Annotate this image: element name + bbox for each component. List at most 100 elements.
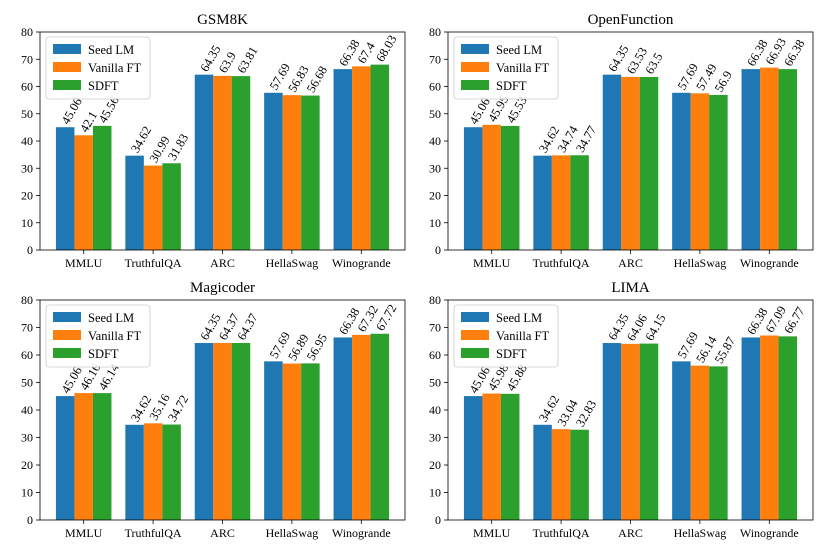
bar-value-label: 31.83 [165,131,191,162]
y-tick-label: 50 [429,107,441,121]
bar-sdft [231,342,251,520]
bar-value-label: 64.37 [234,311,260,342]
bar-sdft [709,366,728,520]
bar-sdft [570,155,589,250]
y-tick-label: 70 [21,321,33,335]
y-tick-label: 10 [21,216,33,230]
bar-sdft [500,393,520,520]
legend-label: SDFT [88,347,119,361]
legend-swatch [53,62,81,72]
bar-sdft [92,393,112,520]
y-tick-label: 50 [429,376,441,390]
chart-panel-2: OpenFunction0102030405060708045.0645.954… [429,12,814,270]
y-tick-label: 60 [21,348,33,362]
x-tick-label: HellaSwag [266,256,319,270]
y-tick-label: 80 [429,293,441,307]
chart-panel-1: GSM8K0102030405060708045.0642.145.56MMLU… [21,12,406,270]
bar-value-label: 34.77 [573,123,599,154]
y-tick-label: 60 [429,348,441,362]
y-tick-label: 40 [429,403,441,417]
legend-swatch [461,330,489,340]
y-tick-label: 30 [429,431,441,445]
bar-value-label: 68.03 [373,33,399,64]
y-tick-label: 0 [27,513,33,527]
plot-frame [447,31,814,251]
y-tick-label: 10 [429,486,441,500]
y-tick-label: 80 [429,25,441,39]
bar-value-label: 64.15 [642,312,668,343]
x-tick-label: TruthfulQA [125,526,182,540]
bar-seed-lm [602,74,622,251]
chart-panel-3: Magicoder0102030405060708045.0646.1646.1… [21,280,406,540]
y-tick-label: 80 [21,25,33,39]
legend-swatch [53,330,81,340]
bar-seed-lm [125,424,144,520]
legend-label: Vanilla FT [496,329,549,343]
x-tick-label: Winogrande [332,256,391,270]
bar-vanilla-ft [282,363,302,520]
chart-title: OpenFunction [588,12,674,28]
bar-seed-lm [672,361,691,520]
bar-sdft [162,163,181,250]
y-tick-label: 0 [435,243,441,257]
legend-label: SDFT [496,79,527,93]
legend-swatch [53,348,81,358]
bar-seed-lm [602,343,622,520]
bar-seed-lm [194,343,214,520]
bar-value-label: 56.95 [304,332,330,363]
y-tick-label: 60 [21,80,33,94]
bar-seed-lm [463,127,483,250]
bar-sdft [301,95,320,250]
bar-seed-lm [533,424,552,520]
bar-seed-lm [264,92,283,251]
plot-frame [39,31,406,251]
bar-seed-lm [125,155,144,250]
bar-vanilla-ft [690,365,710,520]
bar-vanilla-ft [760,335,779,520]
bar-vanilla-ft [74,393,93,520]
bar-vanilla-ft [551,155,571,250]
bar-sdft [500,125,520,250]
bar-sdft [370,64,390,250]
y-tick-label: 20 [429,189,441,203]
legend-swatch [53,312,81,322]
legend-label: SDFT [88,79,119,93]
bar-vanilla-ft [143,165,163,250]
bar-vanilla-ft [213,342,232,520]
legend-swatch [461,62,489,72]
chart-title: LIMA [611,280,649,296]
x-tick-label: ARC [618,256,643,270]
bar-vanilla-ft [482,393,501,520]
bar-vanilla-ft [760,67,779,250]
legend-label: Seed LM [496,311,542,325]
plot-frame [39,299,406,521]
bar-vanilla-ft [352,66,371,251]
y-tick-label: 20 [429,458,441,472]
bar-seed-lm [533,155,552,250]
x-tick-label: HellaSwag [674,256,727,270]
legend-label: Seed LM [88,311,134,325]
x-tick-label: MMLU [473,526,511,540]
legend-swatch [461,312,489,322]
bar-sdft [639,343,659,520]
bar-seed-lm [463,396,483,520]
x-tick-label: ARC [618,526,643,540]
bar-vanilla-ft [551,429,571,520]
y-tick-label: 70 [429,321,441,335]
x-tick-label: Winogrande [740,526,799,540]
legend: Seed LM Vanilla FT SDFT [453,36,559,100]
bar-seed-lm [741,69,761,250]
chart-title: Magicoder [190,280,255,296]
bar-vanilla-ft [282,95,302,251]
legend: Seed LM Vanilla FT SDFT [453,304,559,368]
legend-label: Vanilla FT [88,61,141,75]
y-tick-label: 30 [21,161,33,175]
y-tick-label: 10 [21,486,33,500]
legend-label: SDFT [496,347,527,361]
legend-swatch [53,80,81,90]
legend-swatch [461,80,489,90]
y-tick-label: 80 [21,293,33,307]
x-tick-label: MMLU [65,256,103,270]
y-tick-label: 30 [429,161,441,175]
